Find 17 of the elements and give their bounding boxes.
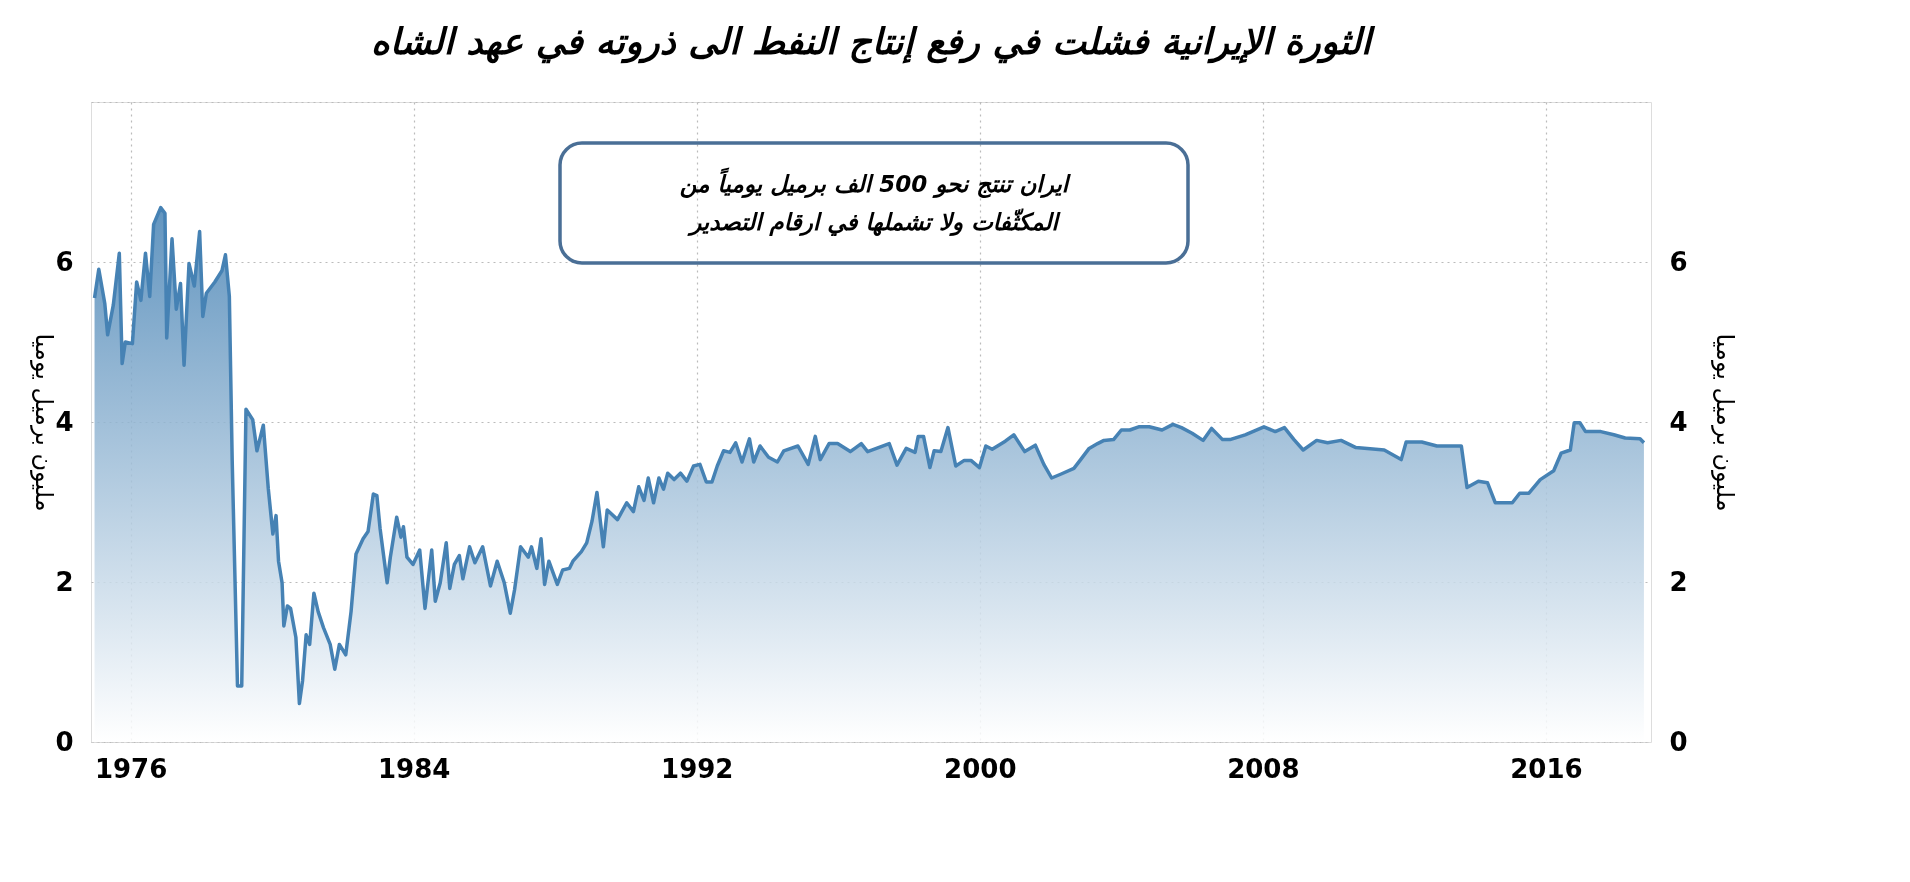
x-tick-label: 1992 [661,753,734,784]
y-tick-label: 4 [55,406,74,437]
y-tick-label: 0 [55,726,74,757]
x-tick-label: 2008 [1227,753,1300,784]
x-tick-label: 2016 [1510,753,1583,784]
y-tick-label: 2 [55,566,74,597]
annotation: ايران تنتج نحو 500 الف برميل يومياً من المكثّفات ولا تشملها في ارقام التصدير [679,166,1072,237]
y-tick-label: 6 [55,246,74,277]
x-tick-label: 1976 [94,753,168,784]
chart-title: الثورة الإيرانية فشلت في رفع إنتاج النفط الى ذروته في عهد الشاه [370,21,1377,64]
x-tick-label: 2000 [944,753,1017,784]
y2-tick-label: 0 [1669,726,1688,757]
x-tick-label: 1984 [378,753,451,784]
y2-axis-title: مليون برميل يوميا [1710,333,1739,512]
y2-tick-label: 2 [1669,566,1688,597]
y2-tick-label: 6 [1669,246,1688,277]
y2-tick-label: 4 [1669,406,1688,437]
